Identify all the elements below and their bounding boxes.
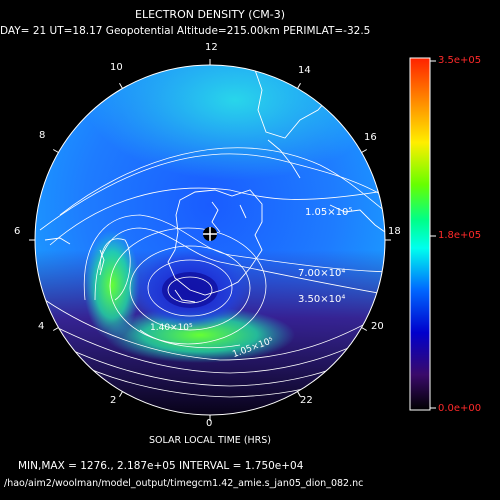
hour-tick (52, 327, 59, 331)
crosshair-circle-icon (203, 227, 217, 241)
stats-line: MIN,MAX = 1276., 2.187e+05 INTERVAL = 1.… (18, 460, 304, 472)
hour-tick (297, 391, 301, 398)
local-time-label-12: 12 (205, 42, 218, 53)
x-axis-label: SOLAR LOCAL TIME (HRS) (148, 435, 272, 446)
local-time-label-8: 8 (39, 130, 46, 141)
hour-tick (119, 391, 123, 398)
colorbar-mid-label: 1.8e+05 (438, 230, 482, 241)
hour-tick (52, 149, 59, 153)
hour-tick (361, 149, 368, 153)
contour-lines (39, 147, 385, 398)
colorbar-min-label: 0.0e+00 (438, 403, 482, 414)
local-time-label-20: 20 (371, 321, 384, 332)
local-time-label-2: 2 (110, 395, 117, 406)
contour-label: 1.05×10⁵ (305, 207, 353, 218)
local-time-label-4: 4 (38, 321, 45, 332)
colorbar (409, 57, 431, 411)
contour-label: 7.00×10⁴ (298, 268, 346, 279)
file-path: /hao/aim2/woolman/model_output/timegcm1.… (4, 478, 364, 489)
contour-label: 3.50×10⁴ (298, 294, 346, 305)
local-time-label-18: 18 (388, 226, 401, 237)
local-time-label-22: 22 (300, 395, 313, 406)
local-time-label-0: 0 (206, 418, 213, 429)
hour-tick (361, 327, 368, 331)
local-time-label-6: 6 (14, 226, 21, 237)
hour-tick (297, 82, 301, 89)
hour-tick (119, 82, 123, 89)
local-time-label-14: 14 (298, 65, 311, 76)
colorbar-max-label: 3.5e+05 (438, 55, 482, 66)
local-time-label-16: 16 (364, 132, 377, 143)
plot-subtitle: DAY= 21 UT=18.17 Geopotential Altitude=2… (0, 25, 371, 37)
contour-label: 1.40×10⁵ (150, 323, 193, 333)
page-title: ELECTRON DENSITY (CM-3) (135, 8, 285, 21)
hour-ticks (29, 59, 391, 421)
local-time-label-10: 10 (110, 62, 123, 73)
